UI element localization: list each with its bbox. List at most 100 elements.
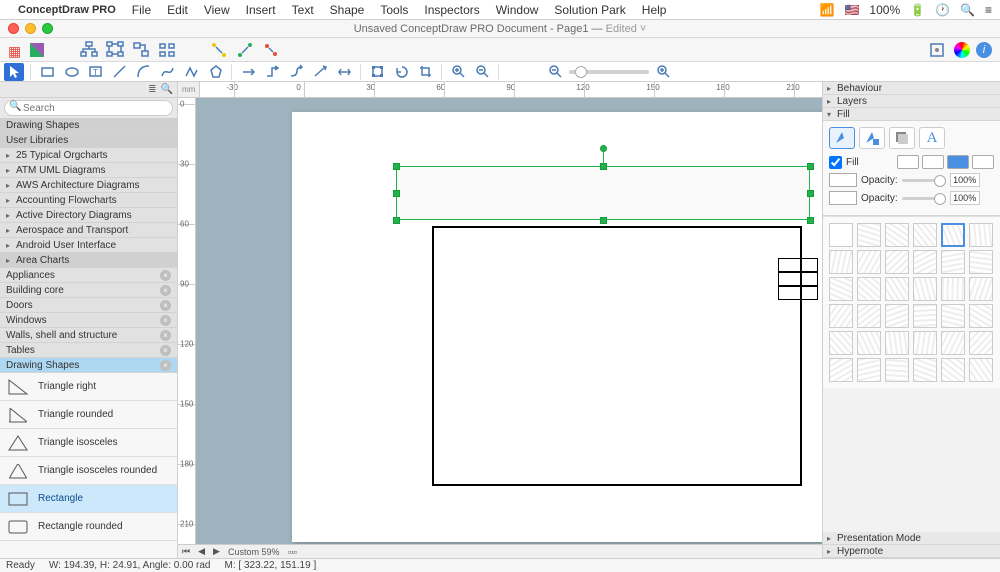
zoom-out-button[interactable] [545, 63, 565, 81]
pattern-swatch[interactable] [829, 250, 853, 274]
room-shape[interactable] [778, 258, 818, 272]
status-menu-icon[interactable]: ≡ [985, 3, 992, 17]
close-icon[interactable]: × [160, 330, 171, 341]
selection-rect[interactable] [396, 166, 810, 220]
zoom-out-tool[interactable] [472, 63, 492, 81]
fill-tab-gradient[interactable] [859, 127, 885, 149]
pattern-swatch[interactable] [969, 358, 993, 382]
diagram-org-icon[interactable] [106, 41, 124, 59]
fill-tab-shadow[interactable] [889, 127, 915, 149]
section-fill[interactable]: ▾Fill [823, 108, 1000, 121]
menu-text[interactable]: Text [292, 3, 314, 17]
cat-item[interactable]: ▸ATM UML Diagrams [0, 163, 177, 178]
pattern-swatch[interactable] [885, 277, 909, 301]
shape-item[interactable]: Rectangle rounded [0, 513, 177, 541]
library-panel-toggle-icon[interactable]: ▦ [8, 43, 22, 57]
close-icon[interactable]: × [160, 315, 171, 326]
subcat-item[interactable]: Appliances× [0, 268, 177, 283]
subcat-item[interactable]: Tables× [0, 343, 177, 358]
opacity-slider-1[interactable] [902, 179, 946, 182]
room-shape[interactable] [778, 272, 818, 286]
cat-item[interactable]: ▸AWS Architecture Diagrams [0, 178, 177, 193]
zoom-window-button[interactable] [42, 23, 53, 34]
cat-user-libraries[interactable]: User Libraries [0, 133, 177, 148]
cat-item[interactable]: ▸Aerospace and Transport [0, 223, 177, 238]
subcat-item[interactable]: Drawing Shapes× [0, 358, 177, 373]
page-prev-icon[interactable]: ◀ [198, 546, 205, 557]
close-icon[interactable]: × [160, 270, 171, 281]
close-icon[interactable]: × [160, 345, 171, 356]
pattern-swatch[interactable] [941, 304, 965, 328]
close-icon[interactable]: × [160, 285, 171, 296]
cat-item[interactable]: ▸Active Directory Diagrams [0, 208, 177, 223]
pattern-swatch[interactable] [913, 358, 937, 382]
section-presentation[interactable]: ▸Presentation Mode [823, 532, 1000, 545]
cat-item[interactable]: ▸Accounting Flowcharts [0, 193, 177, 208]
smart-connector-tool[interactable] [262, 63, 282, 81]
menu-tools[interactable]: Tools [380, 3, 408, 17]
menu-insert[interactable]: Insert [246, 3, 276, 17]
menu-edit[interactable]: Edit [167, 3, 188, 17]
subcat-item[interactable]: Walls, shell and structure× [0, 328, 177, 343]
page-first-icon[interactable]: ⏮ [182, 546, 190, 557]
shape-item[interactable]: Rectangle [0, 485, 177, 513]
drawing-canvas[interactable] [196, 98, 822, 544]
pattern-swatch[interactable] [913, 304, 937, 328]
section-layers[interactable]: ▸Layers [823, 95, 1000, 108]
fill-style-radial[interactable] [972, 155, 994, 169]
status-clock-icon[interactable]: 🕐 [935, 3, 950, 17]
pattern-swatch[interactable] [885, 358, 909, 382]
connector-tool[interactable] [238, 63, 258, 81]
search-input[interactable] [4, 100, 173, 116]
resize-handle[interactable] [393, 163, 400, 170]
page-next-icon[interactable]: ▶ [213, 546, 220, 557]
shape-item[interactable]: Triangle isosceles [0, 429, 177, 457]
diagram-flow-icon[interactable] [132, 41, 150, 59]
rotate-tool[interactable] [391, 63, 411, 81]
page-tabs-icon[interactable]: ▫▫▫▫ [287, 547, 296, 557]
diagram-tree-icon[interactable] [80, 41, 98, 59]
cat-area-charts[interactable]: ▸Area Charts [0, 253, 177, 268]
menu-window[interactable]: Window [496, 3, 539, 17]
pattern-swatch[interactable] [829, 223, 853, 247]
menu-view[interactable]: View [204, 3, 230, 17]
section-hypernote[interactable]: ▸Hypernote [823, 545, 1000, 558]
cat-item[interactable]: ▸25 Typical Orgcharts [0, 148, 177, 163]
bezier-tool[interactable] [157, 63, 177, 81]
menu-solutionpark[interactable]: Solution Park [554, 3, 625, 17]
zoom-in-button[interactable] [653, 63, 673, 81]
minimize-window-button[interactable] [25, 23, 36, 34]
fill-tab-solid[interactable] [829, 127, 855, 149]
pattern-swatch[interactable] [969, 250, 993, 274]
resize-handle[interactable] [807, 163, 814, 170]
pattern-swatch[interactable] [941, 250, 965, 274]
status-search-icon[interactable]: 🔍 [960, 3, 975, 17]
fill-color-1[interactable] [829, 173, 857, 187]
straight-connector-tool[interactable] [310, 63, 330, 81]
fill-style-pattern[interactable] [947, 155, 969, 169]
pattern-swatch[interactable] [857, 331, 881, 355]
status-wifi-icon[interactable]: 📶 [820, 3, 835, 17]
resize-handle[interactable] [807, 217, 814, 224]
opacity-slider-2[interactable] [902, 197, 946, 200]
pattern-swatch[interactable] [857, 250, 881, 274]
pattern-swatch[interactable] [941, 358, 965, 382]
grid-view-icon[interactable] [30, 43, 44, 57]
pattern-swatch[interactable] [969, 304, 993, 328]
polygon-tool[interactable] [205, 63, 225, 81]
fill-style-solid[interactable] [897, 155, 919, 169]
pattern-swatch[interactable] [941, 277, 965, 301]
close-icon[interactable]: × [160, 360, 171, 371]
subcat-item[interactable]: Doors× [0, 298, 177, 313]
pattern-swatch[interactable] [885, 223, 909, 247]
menu-inspectors[interactable]: Inspectors [424, 3, 479, 17]
pattern-swatch[interactable] [969, 277, 993, 301]
arc-tool[interactable] [133, 63, 153, 81]
textbox-tool[interactable]: T [85, 63, 105, 81]
pattern-swatch[interactable] [829, 277, 853, 301]
pattern-swatch[interactable] [913, 277, 937, 301]
pattern-swatch[interactable] [885, 250, 909, 274]
zoom-display[interactable]: Custom 59% [228, 547, 280, 557]
crop-tool[interactable] [415, 63, 435, 81]
opacity-value-2[interactable]: 100% [950, 191, 980, 205]
